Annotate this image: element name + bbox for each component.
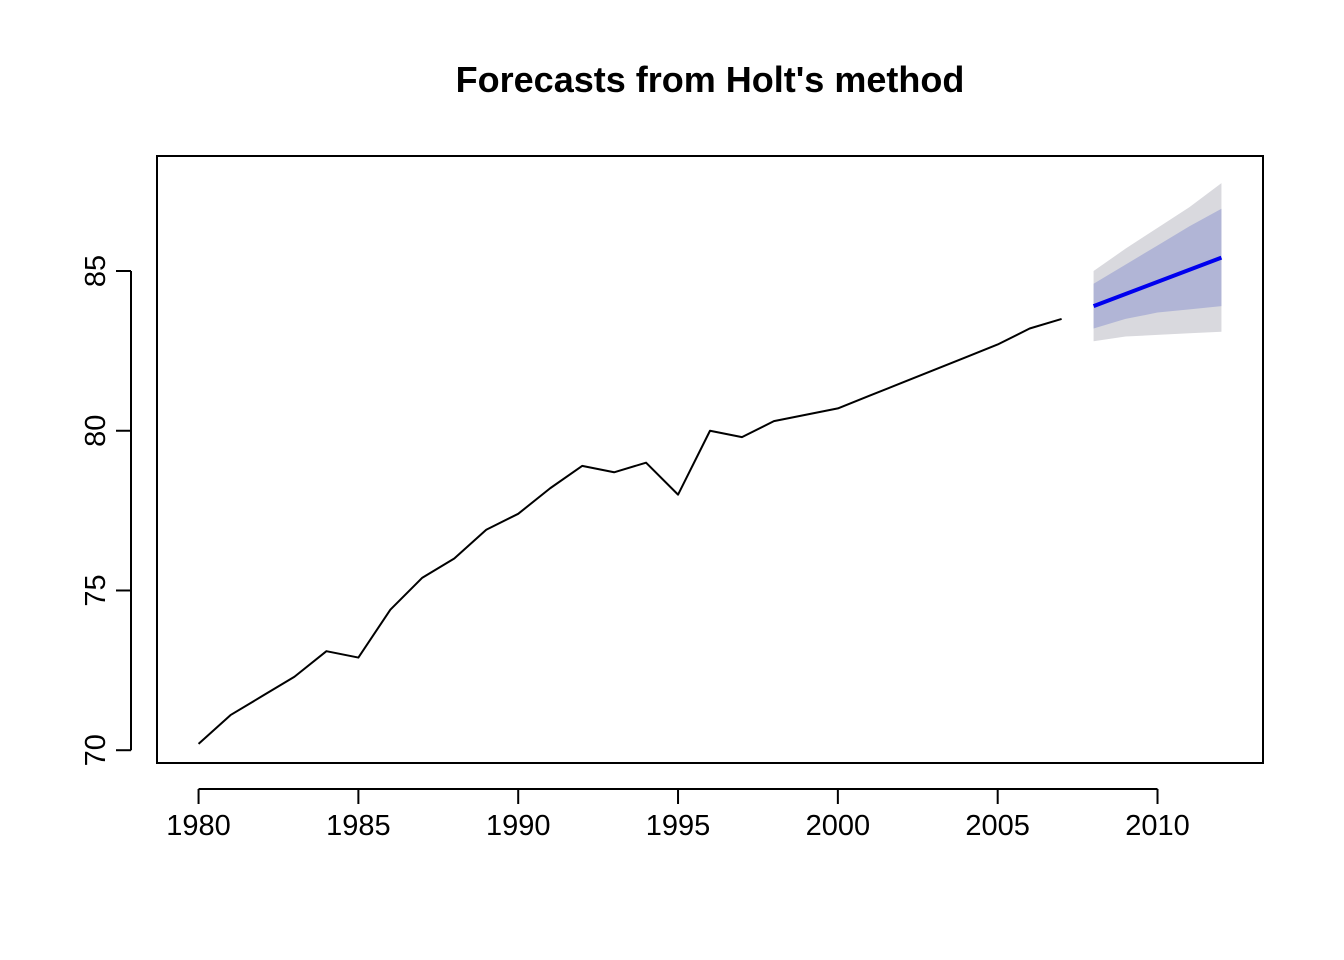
- y-tick-label: 80: [80, 415, 112, 447]
- y-tick-label: 75: [80, 574, 112, 606]
- x-tick-label: 1990: [486, 810, 551, 842]
- y-tick-label: 70: [80, 734, 112, 766]
- forecast-line: [1092, 255, 1223, 309]
- y-tick-label: 85: [80, 255, 112, 287]
- x-tick-label: 2010: [1125, 810, 1190, 842]
- series-lines: [197, 255, 1223, 745]
- plot-frame: [156, 155, 1264, 764]
- x-tick-label: 1985: [326, 810, 391, 842]
- x-tick-label: 2000: [806, 810, 871, 842]
- x-tick-label: 1995: [646, 810, 711, 842]
- x-tick-label: 2005: [965, 810, 1030, 842]
- chart-title: Forecasts from Holt's method: [456, 59, 965, 100]
- interval-band-80: [1093, 208, 1222, 329]
- observed-line: [197, 317, 1062, 745]
- prediction-intervals: [1093, 183, 1222, 342]
- axes: 1980 1985 1990 1995 2000 2005 2010 70 75 80 85: [80, 255, 1190, 842]
- x-tick-label: 1980: [166, 810, 231, 842]
